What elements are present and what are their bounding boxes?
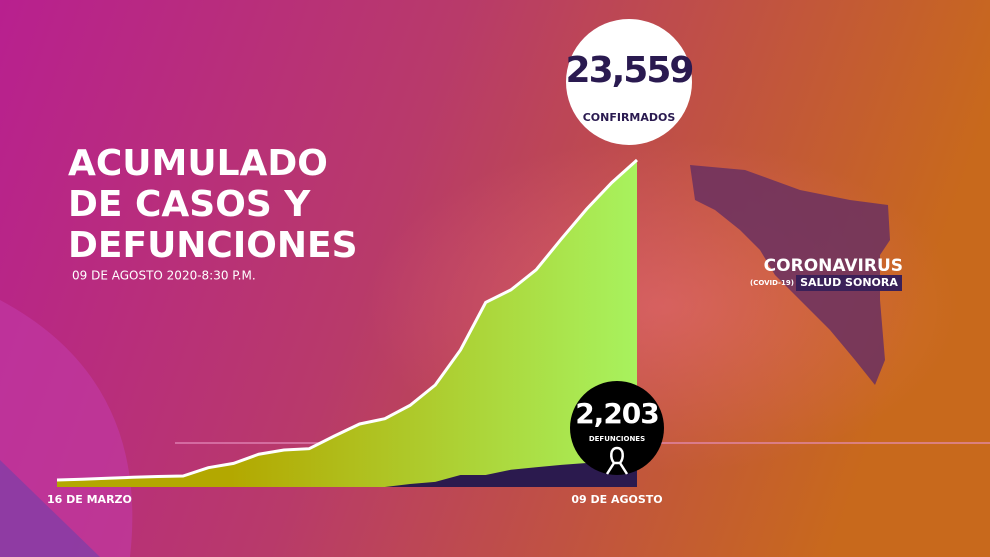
brand-name: CORONAVIRUS	[764, 256, 903, 276]
area	[57, 456, 637, 487]
brand-tag: (COVID-19)	[750, 279, 794, 287]
x-tick-label: 09 DE AGOSTO	[571, 493, 662, 506]
decor	[0, 460, 100, 557]
ribbon-icon	[605, 446, 629, 475]
area	[57, 160, 637, 487]
brand-box	[796, 275, 902, 291]
value-label: 23,559	[566, 50, 693, 91]
legend-label: DEFUNCIONES	[589, 435, 645, 443]
title: ACUMULADO	[68, 143, 328, 184]
title: DE CASOS Y	[68, 184, 311, 225]
subtitle: 09 DE AGOSTO 2020-8:30 P.M.	[72, 269, 256, 283]
brand-org: SALUD SONORA	[800, 276, 898, 289]
line	[56, 158, 639, 482]
value-bubble	[566, 19, 692, 145]
value-bubble	[570, 381, 664, 475]
x-tick-label: 16 DE MARZO	[47, 493, 132, 506]
legend-label: CONFIRMADOS	[583, 111, 676, 124]
value-label: 2,203	[575, 397, 659, 430]
sonora-map	[690, 165, 890, 385]
title: DEFUNCIONES	[68, 225, 358, 266]
